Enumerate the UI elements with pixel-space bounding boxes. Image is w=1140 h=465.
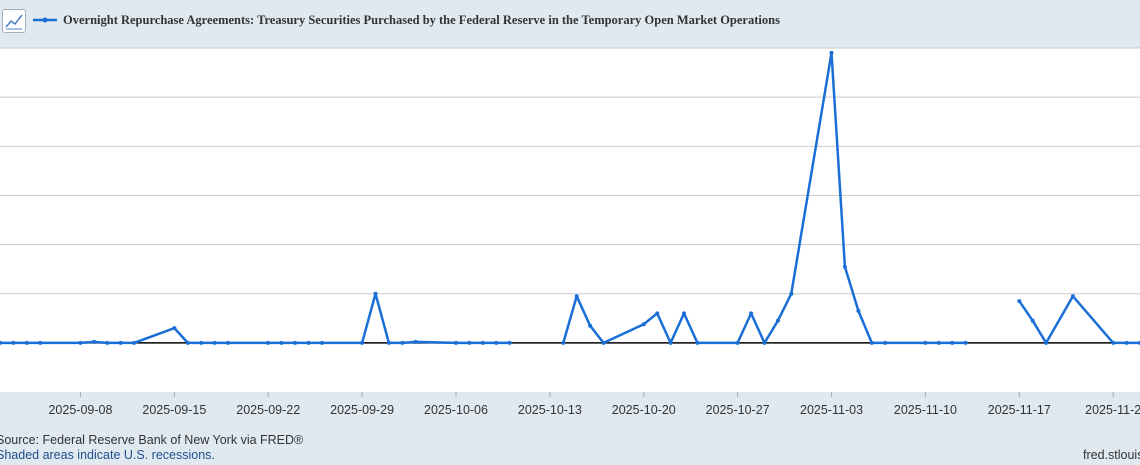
data-point xyxy=(1070,294,1075,299)
data-point xyxy=(78,340,83,345)
x-tick-label: 2025-09-29 xyxy=(330,403,394,417)
data-point xyxy=(386,340,391,345)
data-point xyxy=(1044,340,1049,345)
data-point xyxy=(829,50,834,55)
data-point xyxy=(1030,318,1035,323)
data-point xyxy=(1017,299,1022,304)
data-point xyxy=(950,340,955,345)
data-point xyxy=(641,322,646,327)
data-point xyxy=(789,291,794,296)
data-point xyxy=(132,340,137,345)
site-credit[interactable]: fred.stlouisfed.org xyxy=(1083,448,1140,462)
data-point xyxy=(11,340,16,345)
data-point xyxy=(467,340,472,345)
data-point xyxy=(762,340,767,345)
x-tick-label: 2025-10-13 xyxy=(518,403,582,417)
data-point xyxy=(775,318,780,323)
data-point xyxy=(869,340,874,345)
data-point xyxy=(413,339,418,344)
x-tick-label: 2025-09-22 xyxy=(236,403,300,417)
plot-area xyxy=(0,48,1140,392)
data-point xyxy=(561,340,566,345)
data-point xyxy=(360,340,365,345)
data-point xyxy=(185,340,190,345)
data-point xyxy=(936,340,941,345)
source-credit: Source: Federal Reserve Bank of New York… xyxy=(0,433,304,447)
data-point xyxy=(735,340,740,345)
data-point xyxy=(749,311,754,316)
data-point xyxy=(199,340,204,345)
line-chart-icon-glyph xyxy=(5,14,23,30)
data-point xyxy=(923,340,928,345)
data-point xyxy=(454,340,458,345)
data-point xyxy=(588,323,593,328)
data-point xyxy=(0,340,2,345)
data-point xyxy=(279,340,284,345)
data-point xyxy=(883,340,888,345)
x-tick-label: 2025-11-17 xyxy=(988,403,1051,417)
data-point xyxy=(574,294,579,299)
data-point xyxy=(91,339,96,344)
data-point xyxy=(695,340,700,345)
data-point xyxy=(24,340,29,345)
x-tick-label: 2025-11-03 xyxy=(800,403,863,417)
data-point xyxy=(856,308,861,313)
recession-note: Shaded areas indicate U.S. recessions. xyxy=(0,448,215,462)
x-tick-label: 2025-10-20 xyxy=(612,403,676,417)
data-point xyxy=(226,340,230,345)
data-point xyxy=(319,340,324,345)
data-point xyxy=(1111,340,1116,345)
data-point xyxy=(293,340,298,345)
x-tick-label: 2025-10-06 xyxy=(424,403,488,417)
data-point xyxy=(105,340,110,345)
x-tick-label: 2025-09-08 xyxy=(48,403,112,417)
data-point xyxy=(507,340,512,345)
data-point xyxy=(494,340,499,345)
data-point xyxy=(400,340,405,345)
data-point xyxy=(172,326,177,331)
series-title[interactable]: Overnight Repurchase Agreements: Treasur… xyxy=(63,13,780,27)
data-point xyxy=(38,340,43,345)
x-tick-label: 2025-11-2 xyxy=(1085,403,1140,417)
data-point xyxy=(118,340,123,345)
chart-header: Overnight Repurchase Agreements: Treasur… xyxy=(0,0,1140,44)
data-point xyxy=(963,340,968,345)
data-point xyxy=(373,291,378,296)
x-tick-label: 2025-11-10 xyxy=(894,403,957,417)
data-point xyxy=(306,340,311,345)
data-point xyxy=(842,264,847,269)
data-point xyxy=(212,340,217,345)
x-axis: 2025-09-08 2025-09-15 2025-09-22 2025-09-29… xyxy=(48,392,1140,417)
x-tick-label: 2025-09-15 xyxy=(142,403,206,417)
data-point xyxy=(668,340,673,345)
data-point xyxy=(266,340,271,345)
data-point xyxy=(601,340,606,345)
data-point xyxy=(655,311,660,316)
line-chart-icon[interactable] xyxy=(2,9,26,33)
line-chart: 2025-09-08 2025-09-15 2025-09-22 2025-09-29… xyxy=(0,47,1140,417)
legend-line-marker xyxy=(33,17,57,23)
data-point xyxy=(682,311,686,316)
series-layer xyxy=(0,50,1140,345)
x-tick-label: 2025-10-27 xyxy=(706,403,770,417)
data-point xyxy=(1124,340,1129,345)
data-point xyxy=(480,340,485,345)
